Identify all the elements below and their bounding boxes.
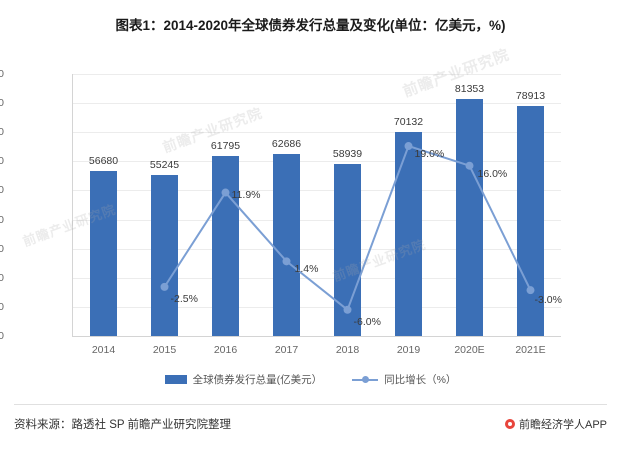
line-marker[interactable] — [465, 161, 474, 170]
line-value-label: -3.0% — [534, 294, 562, 307]
gridline — [73, 132, 561, 134]
gridline — [73, 74, 561, 75]
x-axis-tick: 2014 — [91, 344, 116, 356]
legend-bar-swatch-icon — [164, 375, 187, 384]
brand-mark: 前瞻经济学人APP — [504, 416, 607, 432]
gridline — [73, 219, 561, 221]
footer-divider — [14, 404, 607, 405]
gridline — [73, 161, 561, 163]
source-text: 资料来源：路透社 SP 前瞻产业研究院整理 — [14, 419, 232, 431]
line-marker[interactable] — [404, 142, 413, 151]
line-value-label: 16.0% — [477, 167, 508, 180]
line-value-label: 19.0% — [414, 148, 445, 161]
line-value-label: -6.0% — [353, 315, 381, 328]
bar-value-label: 81353 — [454, 83, 485, 96]
legend-line-label: 同比增长（%） — [384, 374, 457, 386]
line-marker[interactable] — [526, 286, 535, 295]
line-marker[interactable] — [160, 282, 169, 291]
bar[interactable] — [211, 156, 240, 336]
bar-value-label: 56680 — [88, 154, 119, 167]
gridline — [73, 103, 561, 105]
y-axis-left-tick: 50000 — [0, 184, 4, 197]
y-axis-left-tick: 30000 — [0, 242, 4, 255]
y-axis-left-tick: 40000 — [0, 213, 4, 226]
bar[interactable] — [394, 131, 423, 336]
x-axis-tick: 2015 — [152, 344, 177, 356]
y-axis-left-tick: 60000 — [0, 155, 4, 168]
x-axis-tick: 2018 — [335, 344, 360, 356]
bar[interactable] — [516, 106, 545, 336]
bar-value-label: 78913 — [515, 90, 546, 103]
gridline — [73, 277, 561, 279]
legend-item-line[interactable]: 同比增长（%） — [352, 372, 456, 387]
chart-legend: 全球债券发行总量(亿美元） 同比增长（%） — [0, 372, 621, 387]
line-marker[interactable] — [343, 305, 352, 314]
bar[interactable] — [89, 170, 118, 336]
y-axis-left-tick: 90000 — [0, 68, 4, 80]
line-series — [160, 142, 535, 314]
bar-value-label: 61795 — [210, 140, 241, 153]
bar-value-label: 70132 — [393, 115, 424, 128]
gridline — [73, 306, 561, 308]
y-axis-left-tick: 70000 — [0, 126, 4, 139]
line-marker[interactable] — [282, 257, 291, 266]
y-axis-left-tick: 80000 — [0, 97, 4, 110]
chart-area: 0 10000 20000 30000 40000 50000 60000 70000 8000… — [0, 48, 621, 368]
line-value-label: -2.5% — [170, 292, 198, 305]
brand-logo-icon — [504, 419, 515, 429]
line-value-label: 1.4% — [294, 263, 319, 276]
brand-label: 前瞻经济学人APP — [518, 419, 607, 431]
x-axis-tick: 2021E — [515, 344, 546, 356]
x-axis-tick: 2019 — [396, 344, 421, 356]
bar[interactable] — [455, 99, 484, 336]
gridline — [73, 190, 561, 192]
chart-title: 图表1：2014-2020年全球债券发行总量及变化(单位：亿美元，%) — [115, 18, 506, 33]
legend-line-swatch-icon — [352, 375, 379, 384]
y-axis-left-tick: 20000 — [0, 271, 4, 284]
bar-value-label: 55245 — [149, 159, 180, 172]
line-marker[interactable] — [221, 188, 230, 197]
bar-value-label: 62686 — [271, 137, 302, 150]
x-axis-tick: 2017 — [274, 344, 299, 356]
y-axis-left-tick: 10000 — [0, 300, 4, 313]
x-axis-tick: 2016 — [213, 344, 238, 356]
y-axis-left-tick: 0 — [0, 330, 4, 342]
line-value-label: 11.9% — [231, 188, 261, 201]
legend-item-bar[interactable]: 全球债券发行总量(亿美元） — [164, 372, 323, 387]
x-axis-tick: 2020E — [454, 344, 485, 356]
bar[interactable] — [272, 153, 301, 336]
plot-area: 0 10000 20000 30000 40000 50000 60000 70000 8000… — [0, 68, 562, 356]
gridline — [73, 248, 561, 250]
bar[interactable] — [150, 175, 179, 336]
line-path — [163, 144, 532, 312]
bar-value-label: 58939 — [332, 148, 363, 161]
legend-bar-label: 全球债券发行总量(亿美元） — [192, 374, 323, 386]
